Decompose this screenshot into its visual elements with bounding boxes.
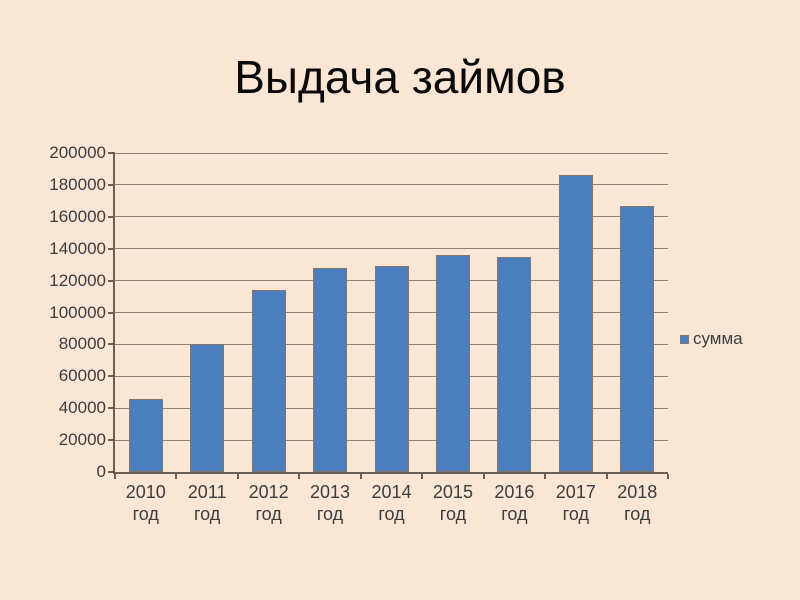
y-axis-tick: [108, 279, 115, 282]
y-axis-label: 100000: [49, 302, 106, 322]
x-axis-label: 2016 год: [494, 482, 535, 524]
x-axis-label: 2018 год: [617, 482, 658, 524]
y-axis-label: 20000: [58, 430, 106, 450]
legend-label: сумма: [693, 329, 743, 348]
y-axis-line: [113, 152, 115, 473]
y-axis-label: 140000: [49, 238, 106, 258]
y-axis-label: 200000: [49, 143, 106, 162]
gridline: [115, 216, 668, 218]
bar-2015: [435, 255, 470, 472]
x-axis-tick: [236, 474, 239, 479]
legend-marker-square: [680, 334, 689, 344]
x-axis-tick: [298, 474, 301, 479]
x-axis-label: 2011 год: [187, 482, 227, 524]
bar-2017: [558, 175, 593, 472]
x-axis-label: 2014 год: [371, 482, 412, 524]
x-axis-tick: [359, 474, 362, 479]
bar-2018: [620, 205, 655, 472]
x-axis-tick: [667, 474, 669, 479]
y-axis-label: 0: [96, 462, 106, 481]
bar-2016: [497, 256, 532, 472]
gridline: [115, 248, 668, 250]
y-axis-label: 160000: [49, 206, 106, 226]
x-axis-label: 2010 год: [125, 482, 166, 524]
y-axis-tick: [108, 152, 115, 154]
bar-2011: [190, 344, 225, 472]
y-axis-tick: [108, 471, 115, 473]
y-axis-label: 60000: [58, 366, 106, 386]
gridline: [115, 152, 668, 154]
y-axis-tick: [108, 247, 115, 250]
x-axis-tick: [544, 474, 547, 479]
x-axis-label: 2012 год: [248, 482, 289, 524]
y-axis-label: 80000: [58, 334, 106, 354]
y-axis-tick: [108, 215, 115, 218]
y-axis-label: 180000: [49, 174, 106, 194]
x-axis-tick: [421, 474, 424, 479]
bar-2013: [313, 267, 348, 472]
x-axis-tick: [175, 474, 178, 479]
x-axis-tick: [605, 474, 608, 479]
x-axis-label: 2015 год: [432, 482, 473, 524]
bar-2010: [128, 398, 163, 472]
y-axis-tick: [108, 439, 115, 442]
x-axis-label: 2017 год: [555, 482, 596, 524]
gridline: [115, 184, 668, 186]
x-axis-tick: [114, 474, 116, 479]
x-axis-label: 2013 год: [310, 482, 351, 524]
x-axis-tick: [482, 474, 485, 479]
chart-legend: сумма: [680, 329, 743, 349]
bar-2014: [374, 266, 409, 472]
y-axis-tick: [108, 311, 115, 314]
y-axis-label: 40000: [58, 398, 106, 418]
slide-title: Выдача займов: [234, 51, 566, 103]
y-axis-tick: [108, 343, 115, 346]
x-axis-line: [113, 472, 668, 474]
y-axis-tick: [108, 183, 115, 186]
y-axis-label: 120000: [49, 270, 106, 290]
y-axis-tick: [108, 407, 115, 410]
y-axis-tick: [108, 375, 115, 378]
bar-2012: [251, 290, 286, 472]
